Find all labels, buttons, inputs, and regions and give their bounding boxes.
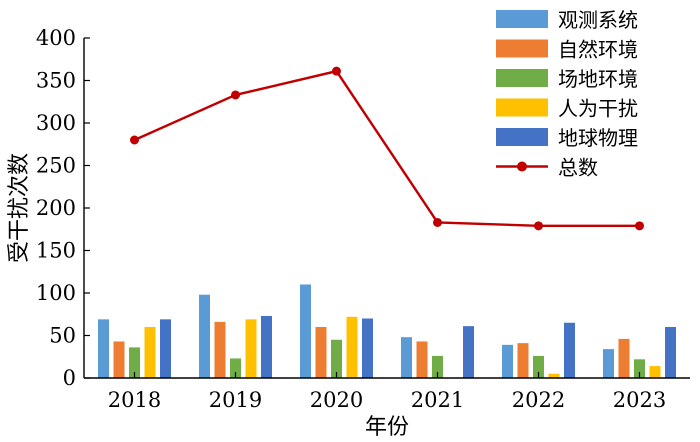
bar-场地环境-2020: [331, 339, 342, 378]
bar-场地环境-2019: [230, 358, 241, 378]
bar-人为干扰-2023: [649, 366, 661, 378]
y-tick-label: 350: [36, 69, 76, 93]
bar-观测系统-2023: [603, 349, 614, 378]
bar-地球物理-2019: [261, 315, 272, 378]
bar-观测系统-2022: [502, 344, 513, 378]
total-line-series: [130, 66, 644, 231]
bar-人为干扰-2018: [144, 327, 156, 378]
bar-观测系统-2021: [401, 337, 412, 378]
x-axis-title: 年份: [365, 415, 409, 440]
legend-swatch-地球物理: [496, 128, 548, 146]
bar-地球物理-2021: [463, 326, 474, 378]
legend-label-观测系统: 观测系统: [558, 8, 638, 32]
x-tick-label: 2023: [613, 388, 666, 412]
total-point-2021: [433, 217, 442, 227]
legend-label-自然环境: 自然环境: [558, 38, 638, 62]
legend-marker-总数: [517, 161, 527, 172]
y-tick-label: 250: [36, 154, 76, 178]
bar-自然环境-2020: [315, 327, 327, 378]
bar-场地环境-2018: [129, 347, 140, 378]
x-tick-label: 2018: [108, 388, 161, 412]
y-tick-label: 300: [36, 111, 76, 135]
total-point-2018: [130, 135, 139, 145]
bar-观测系统-2020: [300, 284, 311, 378]
bar-自然环境-2022: [517, 343, 529, 378]
bar-地球物理-2023: [665, 327, 676, 378]
bars: [98, 284, 676, 378]
legend-label-总数: 总数: [558, 156, 598, 180]
axes: 0 50 100 150 200 250 300 350 400 2018 2019 2020 2021…: [36, 26, 690, 412]
total-point-2020: [332, 66, 341, 76]
legend-swatch-观测系统: [496, 10, 548, 28]
x-tick-label: 2022: [512, 388, 565, 412]
bar-自然环境-2019: [214, 321, 226, 378]
bar-观测系统-2018: [98, 319, 109, 378]
y-tick-label: 400: [36, 26, 76, 50]
bar-自然环境-2023: [618, 338, 630, 378]
bar-场地环境-2022: [533, 355, 544, 378]
legend-swatch-场地环境: [496, 69, 548, 87]
legend-label-地球物理: 地球物理: [558, 126, 638, 150]
bar-自然环境-2018: [113, 341, 125, 378]
legend-label-人为干扰: 人为干扰: [558, 97, 638, 121]
legend-label-场地环境: 场地环境: [558, 67, 638, 91]
total-point-2023: [635, 221, 644, 231]
total-point-2022: [534, 221, 543, 231]
total-point-2019: [231, 90, 240, 100]
bar-观测系统-2019: [199, 294, 210, 378]
bar-地球物理-2022: [564, 322, 575, 378]
bar-地球物理-2018: [160, 319, 171, 378]
bar-人为干扰-2019: [245, 319, 257, 378]
x-tick-label: 2019: [209, 388, 262, 412]
y-tick-label: 200: [36, 196, 76, 220]
bar-场地环境-2023: [634, 359, 645, 378]
bar-场地环境-2021: [432, 355, 443, 378]
y-tick-label: 100: [36, 281, 76, 305]
x-tick-label: 2020: [310, 388, 363, 412]
bar-人为干扰-2022: [548, 373, 560, 378]
legend-swatch-人为干扰: [496, 98, 548, 117]
legend-swatch-自然环境: [496, 39, 548, 58]
total-line: [134, 69, 640, 228]
bar-人为干扰-2020: [346, 316, 358, 378]
y-tick-label: 150: [36, 239, 76, 263]
y-tick-label: 0: [63, 366, 76, 390]
y-tick-label: 50: [49, 324, 76, 348]
y-axis-title: 受干扰次数: [7, 153, 32, 263]
bar-自然环境-2021: [416, 341, 428, 378]
x-tick-label: 2021: [411, 388, 464, 412]
bar-地球物理-2020: [362, 318, 373, 378]
